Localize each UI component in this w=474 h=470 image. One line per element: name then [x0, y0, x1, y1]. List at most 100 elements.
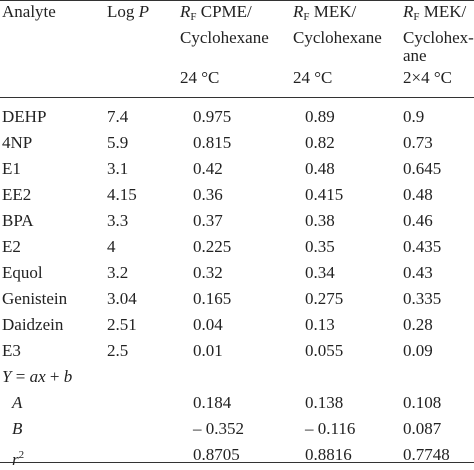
text-run: R	[403, 2, 414, 21]
text-run: =	[11, 367, 30, 386]
row-label: Equol	[2, 263, 43, 282]
value-cell: 0.975	[193, 107, 232, 126]
row-label: 4NP	[2, 133, 33, 152]
text-run: F	[303, 11, 310, 23]
value-cell: 0.9	[403, 107, 425, 126]
row-label: A	[12, 393, 22, 413]
value-cell: 0.35	[305, 237, 335, 256]
header-cell: 24 °C	[180, 68, 219, 88]
header-cell: RF MEK/	[403, 2, 466, 27]
value-cell: 0.73	[403, 133, 433, 152]
value-cell: 4.15	[107, 185, 137, 204]
value-cell: 3.2	[107, 263, 129, 282]
header-cell: Log P	[107, 2, 149, 22]
row-label: E2	[2, 237, 21, 256]
value-cell: 0.645	[403, 159, 442, 178]
text-run: Cyclohexane	[180, 28, 269, 47]
row-label: B	[12, 419, 22, 439]
value-cell: 0.815	[193, 133, 232, 152]
row-label: DEHP	[2, 107, 47, 126]
value-cell: 0.37	[193, 211, 223, 230]
row-label: Genistein	[2, 289, 68, 308]
top-rule	[0, 0, 474, 1]
value-cell: 0.48	[305, 159, 335, 178]
text-run: MEK/	[309, 2, 357, 21]
value-cell: 3.3	[107, 211, 129, 230]
row-label: E1	[2, 159, 21, 178]
value-cell: 4	[107, 237, 116, 256]
text-run: Log	[107, 2, 139, 21]
value-cell: 0.82	[305, 133, 335, 152]
value-cell: 0.415	[305, 185, 344, 204]
text-run: Analyte	[2, 2, 56, 21]
value-cell: 3.1	[107, 159, 129, 178]
value-cell: 0.36	[193, 185, 223, 204]
value-cell: 0.225	[193, 237, 232, 256]
header-cell: Cyclohex-	[403, 28, 474, 48]
value-cell: 3.04	[107, 289, 137, 308]
row-label: r2	[12, 445, 24, 470]
text-run: F	[190, 11, 197, 23]
header-cell: Cyclohexane	[180, 28, 269, 48]
value-cell: 0.04	[193, 315, 223, 334]
value-cell: – 0.352	[193, 419, 244, 438]
text-run: Y	[2, 367, 12, 386]
text-run: ax	[29, 367, 46, 386]
text-run: B	[12, 419, 23, 438]
header-cell: Analyte	[2, 2, 56, 22]
bottom-rule	[0, 462, 474, 463]
text-run: +	[45, 367, 64, 386]
value-cell: 0.165	[193, 289, 232, 308]
text-run: ane	[403, 46, 427, 65]
value-cell: 0.13	[305, 315, 335, 334]
value-cell: 0.335	[403, 289, 442, 308]
text-run: F	[413, 11, 420, 23]
text-run: MEK/	[419, 2, 467, 21]
value-cell: 5.9	[107, 133, 129, 152]
value-cell: 2.5	[107, 341, 129, 360]
value-cell: – 0.116	[305, 419, 356, 438]
header-rule	[0, 97, 474, 98]
value-cell: 0.48	[403, 185, 433, 204]
header-cell: RF CPME/	[180, 2, 252, 27]
value-cell: 0.89	[305, 107, 335, 126]
text-run: 24 °C	[180, 68, 220, 87]
text-run: R	[180, 2, 191, 21]
value-cell: 0.435	[403, 237, 442, 256]
row-label: Y = ax + b	[2, 367, 72, 387]
value-cell: 7.4	[107, 107, 129, 126]
header-cell: ane	[403, 46, 427, 66]
value-cell: 0.138	[305, 393, 344, 412]
row-label: EE2	[2, 185, 32, 204]
value-cell: 0.055	[305, 341, 344, 360]
text-run: R	[293, 2, 304, 21]
value-cell: 0.46	[403, 211, 433, 230]
value-cell: 0.38	[305, 211, 335, 230]
value-cell: 0.42	[193, 159, 223, 178]
text-run: Cyclohexane	[293, 28, 382, 47]
row-label: BPA	[2, 211, 34, 230]
text-run: 2×4 °C	[403, 68, 452, 87]
text-run: A	[12, 393, 23, 412]
text-run: b	[63, 367, 73, 386]
value-cell: 0.7748	[403, 445, 450, 464]
value-cell: 0.28	[403, 315, 433, 334]
value-cell: 0.43	[403, 263, 433, 282]
header-cell: 2×4 °C	[403, 68, 452, 88]
value-cell: 0.09	[403, 341, 433, 360]
text-run: CPME/	[196, 2, 252, 21]
value-cell: 0.275	[305, 289, 344, 308]
value-cell: 0.34	[305, 263, 335, 282]
header-cell: RF MEK/	[293, 2, 356, 27]
value-cell: 0.32	[193, 263, 223, 282]
value-cell: 0.01	[193, 341, 223, 360]
value-cell: 0.108	[403, 393, 442, 412]
row-label: Daidzein	[2, 315, 64, 334]
header-cell: Cyclohexane	[293, 28, 382, 48]
value-cell: 0.184	[193, 393, 232, 412]
text-run: Cyclohex-	[403, 28, 474, 47]
text-run: P	[138, 2, 150, 21]
text-run: 2	[18, 449, 25, 461]
text-run: 24 °C	[293, 68, 333, 87]
